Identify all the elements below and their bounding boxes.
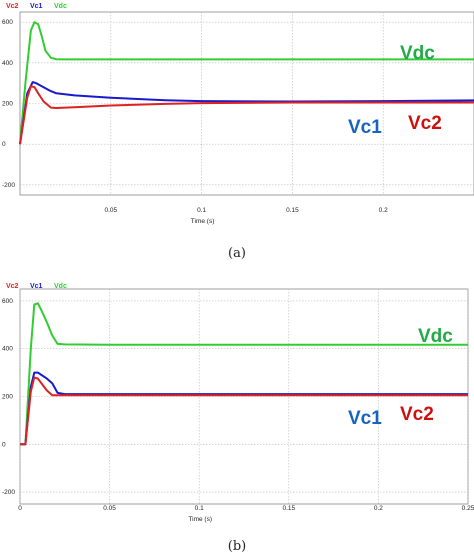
legend-entry-vc1: Vc1 (30, 3, 43, 10)
y-tick-label: 600 (2, 298, 13, 305)
annotation-vdc: Vdc (400, 43, 435, 64)
chart-panel-b: Vc2 Vc1 Vdc -200 0 200 400 600 0 0.05 0.1 0.15 0.2 0.… (0, 278, 474, 554)
legend-entry-vdc: Vdc (54, 283, 67, 290)
annotation-vc1: Vc1 (348, 117, 382, 138)
series-line-vc2 (19, 85, 474, 145)
legend-entry-vc1: Vc1 (30, 283, 43, 290)
x-tick-label: 0.2 (379, 207, 388, 214)
y-tick-label: 0 (2, 141, 6, 148)
y-tick-label: -200 (2, 489, 15, 496)
y-tick-label: 200 (2, 101, 13, 108)
y-tick-label: 0 (2, 441, 6, 448)
x-tick-label: 0.1 (197, 207, 206, 214)
x-tick-label: 0.15 (286, 207, 299, 214)
x-tick-label: 0.15 (282, 505, 295, 512)
caption-a: (a) (228, 246, 246, 261)
y-tick-label: 400 (2, 346, 13, 353)
chart-b-svg: Vc2 Vc1 Vdc -200 0 200 400 600 0 0.05 0.1 0.15 0.2 0.… (2, 283, 474, 523)
legend-entry-vc2: Vc2 (6, 283, 19, 290)
chart-panel-a: Vc2 Vc1 Vdc -200 0 200 400 600 0.05 0.1 0.15 0.2 Tim… (0, 0, 474, 270)
x-axis-label: Time (s) (191, 218, 215, 225)
annotation-vc2: Vc2 (400, 404, 434, 425)
series-line-vdc (20, 302, 468, 446)
annotation-vc2: Vc2 (408, 113, 442, 134)
x-axis-label: Time (s) (188, 516, 212, 523)
x-tick-label: 0 (18, 505, 22, 512)
x-tick-label: 0.2 (374, 505, 383, 512)
x-tick-label: 0.05 (103, 505, 116, 512)
series-line-vdc (19, 21, 474, 145)
legend-entry-vdc: Vdc (54, 3, 67, 10)
chart-a-svg: Vc2 Vc1 Vdc -200 0 200 400 600 0.05 0.1 0.15 0.2 Tim… (2, 3, 474, 225)
legend-entry-vc2: Vc2 (6, 3, 19, 10)
y-tick-label: 600 (2, 19, 13, 26)
x-tick-label: 0.1 (195, 505, 204, 512)
y-tick-label: -200 (2, 182, 15, 189)
x-tick-label: 0.25 (462, 505, 474, 512)
annotation-vc1: Vc1 (348, 408, 382, 429)
series-line-vc1 (20, 371, 468, 446)
series-line-vc1 (19, 81, 474, 145)
caption-b: (b) (227, 539, 247, 554)
series-line-vc2 (20, 376, 468, 446)
y-tick-label: 200 (2, 394, 13, 401)
annotation-vdc: Vdc (418, 326, 453, 347)
x-tick-label: 0.05 (104, 207, 117, 214)
y-tick-label: 400 (2, 60, 13, 67)
